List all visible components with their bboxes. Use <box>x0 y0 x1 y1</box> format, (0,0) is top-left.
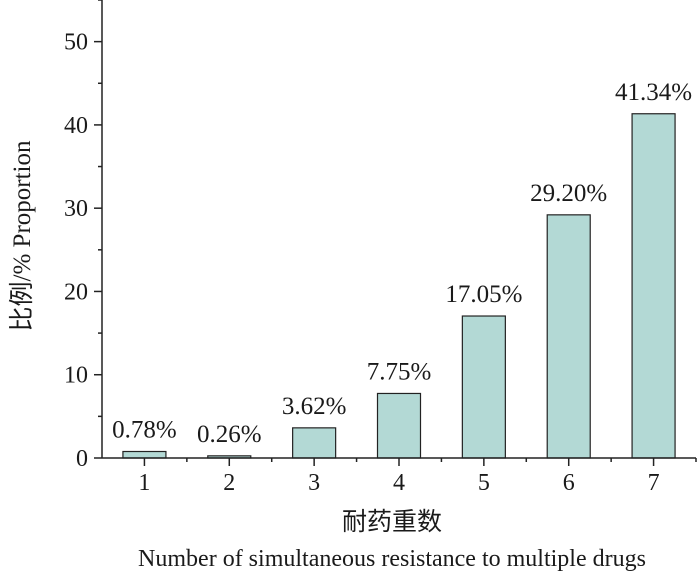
x-axis: 1 2 3 4 5 6 7 <box>102 457 697 496</box>
x-tick-label: 3 <box>308 470 320 496</box>
x-axis-title-english: Number of simultaneous resistance to mul… <box>138 546 646 572</box>
data-label: 3.62% <box>282 393 347 420</box>
x-axis-title: 耐药重数 <box>342 508 442 536</box>
bar <box>376 392 422 459</box>
data-label: 17.05% <box>445 281 522 308</box>
bar <box>122 450 167 459</box>
y-tick-label: 50 <box>64 30 88 56</box>
y-tick-label: 0 <box>76 446 88 472</box>
bar <box>631 113 676 459</box>
data-label: 0.26% <box>197 421 262 448</box>
y-tick-label: 10 <box>64 363 88 389</box>
bar <box>292 427 337 459</box>
bar <box>461 315 506 459</box>
bars-group <box>122 113 676 459</box>
x-tick-label: 5 <box>478 470 490 496</box>
data-label: 29.20% <box>530 180 607 207</box>
x-tick-label: 4 <box>393 470 405 496</box>
bar <box>546 214 591 459</box>
x-tick-label: 1 <box>138 470 150 496</box>
y-tick-label: 20 <box>64 279 88 305</box>
x-tick-label: 7 <box>648 470 660 496</box>
data-labels-group: 0.78% 0.26% 3.62% 7.75% 17.05% 29.20% 41.34% <box>112 79 692 448</box>
x-tick-label: 6 <box>563 470 575 496</box>
y-axis: 0 10 20 30 40 50 <box>64 0 103 472</box>
y-axis-title: 比例/% Proportion <box>8 140 36 331</box>
x-tick-label: 2 <box>223 470 235 496</box>
y-tick-label: 30 <box>64 196 88 222</box>
data-label: 0.78% <box>112 417 177 444</box>
y-tick-label: 40 <box>64 113 88 139</box>
data-label: 41.34% <box>615 79 692 106</box>
data-label: 7.75% <box>367 358 432 385</box>
